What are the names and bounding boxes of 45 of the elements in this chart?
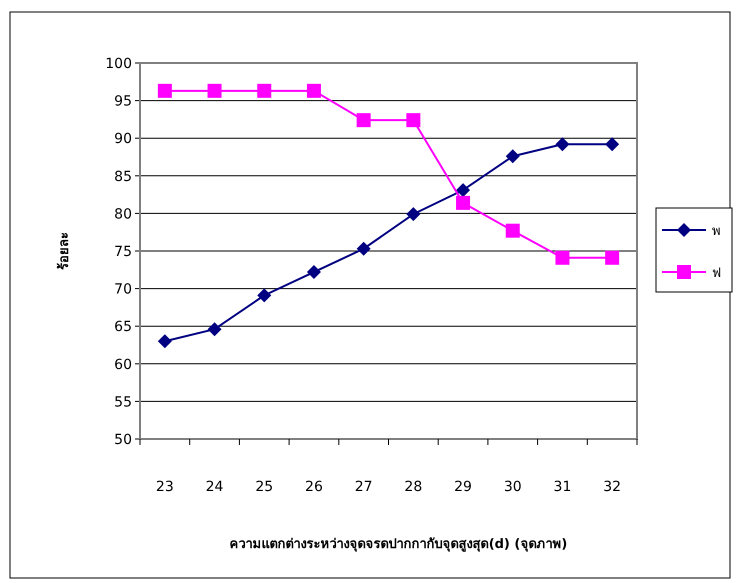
- y-tick-label: 90: [114, 131, 132, 148]
- x-tick-label: 29: [454, 479, 472, 495]
- point: [158, 84, 172, 98]
- y-tick-label: 75: [114, 244, 132, 260]
- point: [257, 84, 272, 98]
- y-tick-label: 100: [105, 56, 132, 72]
- point: [306, 84, 321, 98]
- point: [306, 265, 321, 280]
- point: [605, 137, 620, 152]
- point: [456, 196, 470, 210]
- point: [555, 137, 570, 152]
- x-tick-label: 26: [305, 479, 323, 495]
- point: [208, 322, 222, 336]
- y-axis-title: ร้อยละ: [56, 232, 72, 270]
- x-tick-label: 30: [504, 479, 522, 495]
- point: [456, 183, 470, 198]
- legend-label: พ: [712, 224, 721, 239]
- x-tick-label: 23: [156, 479, 174, 495]
- point: [356, 113, 371, 128]
- y-tick-label: 65: [114, 319, 132, 336]
- x-tick-label: 31: [554, 479, 572, 495]
- point: [406, 207, 420, 222]
- point: [208, 84, 222, 98]
- point: [356, 242, 371, 256]
- x-tick-label: 27: [354, 479, 373, 495]
- point: [506, 149, 520, 164]
- y-tick-label: 70: [114, 282, 132, 298]
- y-tick-label: 95: [114, 94, 132, 110]
- point: [555, 250, 570, 265]
- y-tick-label: 85: [114, 168, 132, 185]
- point: [506, 224, 520, 238]
- point: [158, 334, 172, 348]
- x-tick-label: 28: [404, 479, 422, 495]
- point: [406, 113, 420, 128]
- point: [605, 250, 620, 265]
- y-tick-label: 80: [114, 206, 132, 222]
- y-tick-label: 60: [114, 356, 132, 373]
- y-tick-label: 55: [114, 394, 132, 410]
- x-tick-label: 32: [603, 479, 622, 495]
- x-tick-label: 25: [255, 479, 274, 495]
- x-tick-label: 24: [206, 479, 224, 495]
- legend-label: ฟ: [712, 266, 721, 281]
- point: [257, 288, 272, 302]
- y-tick-label: 50: [114, 432, 132, 448]
- x-axis-title: ความแตกต่างระหว่างจุดจรดปากกากับจุดสูงสุด(d) (จุดภาพ): [230, 537, 568, 552]
